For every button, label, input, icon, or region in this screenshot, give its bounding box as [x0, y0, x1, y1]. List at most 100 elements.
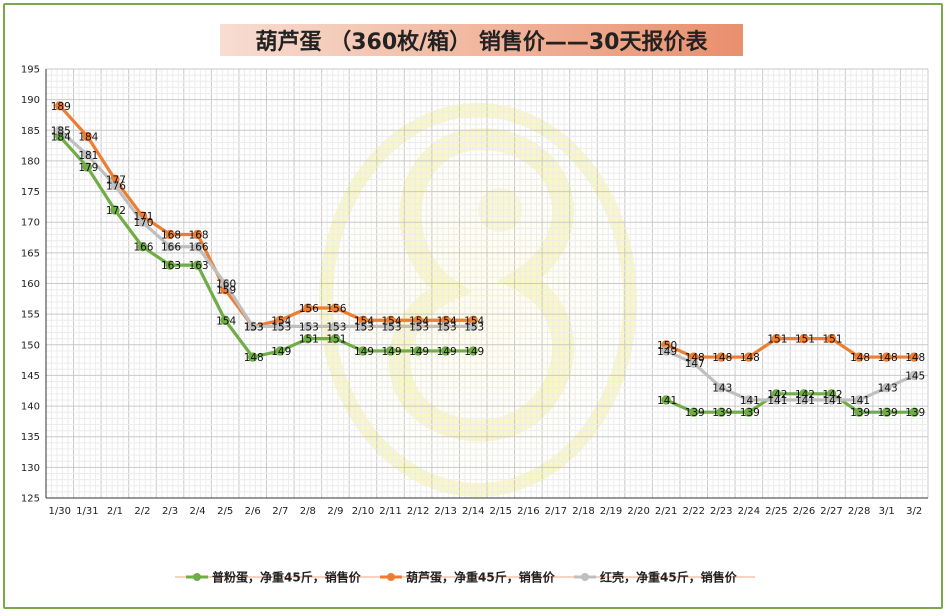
data-label: 184 — [51, 131, 71, 143]
data-point — [440, 346, 451, 356]
data-label: 166 — [161, 242, 181, 254]
y-tick-label: 145 — [21, 371, 40, 382]
legend-entry: 葫芦蛋，净重45斤，销售价 — [406, 570, 556, 585]
x-tick-label: 2/22 — [682, 506, 704, 517]
data-label: 159 — [216, 285, 236, 297]
data-label: 168 — [161, 229, 181, 241]
y-tick-label: 160 — [21, 279, 40, 290]
x-tick-label: 2/4 — [190, 506, 206, 517]
data-point — [55, 101, 65, 111]
data-point — [468, 321, 478, 332]
data-label: 154 — [464, 315, 484, 327]
data-label: 153 — [464, 321, 484, 333]
data-point — [385, 321, 396, 332]
data-point — [358, 346, 368, 356]
data-point — [909, 370, 919, 381]
data-point — [771, 333, 782, 344]
x-tick-label: 2/14 — [462, 506, 484, 517]
x-tick-label: 2/26 — [793, 506, 815, 517]
data-point — [881, 407, 892, 417]
data-label: 154 — [216, 315, 236, 327]
data-label: 149 — [657, 346, 677, 358]
data-label: 149 — [464, 346, 484, 358]
data-point — [716, 352, 726, 362]
legend: 普粉蛋，净重45斤，销售价 葫芦蛋，净重45斤，销售价 红壳，净重45斤，销售价 — [175, 570, 755, 585]
data-point — [854, 395, 864, 405]
series-layer — [55, 101, 919, 417]
data-label: 184 — [78, 131, 98, 143]
data-point — [192, 229, 203, 240]
data-label: 149 — [409, 346, 429, 358]
y-tick-label: 150 — [21, 340, 40, 351]
y-tick-label: 155 — [21, 310, 40, 321]
data-label: 166 — [189, 242, 209, 254]
data-label: 148 — [740, 352, 760, 364]
legend-entry: 普粉蛋，净重45斤，销售价 — [212, 570, 362, 585]
axes: 1251301351401451501551601651701751801851… — [21, 65, 928, 517]
data-label: 142 — [767, 389, 787, 401]
data-point — [303, 321, 313, 332]
data-label: 151 — [299, 334, 319, 346]
data-point — [248, 321, 258, 332]
data-label: 149 — [437, 346, 457, 358]
data-label: 149 — [271, 346, 291, 358]
data-point — [248, 352, 258, 362]
data-label: 151 — [326, 334, 346, 346]
x-tick-label: 2/9 — [327, 506, 343, 517]
data-point — [689, 358, 699, 368]
y-tick-label: 135 — [21, 432, 40, 443]
x-tick-label: 2/11 — [379, 506, 401, 517]
data-point — [716, 407, 726, 417]
data-label: 154 — [437, 315, 457, 327]
y-tick-label: 165 — [21, 248, 40, 259]
series-line — [664, 392, 916, 414]
data-point — [826, 395, 837, 405]
data-label: 141 — [767, 395, 787, 407]
x-tick-label: 2/25 — [765, 506, 787, 517]
series-line — [58, 104, 475, 328]
data-point — [275, 346, 285, 356]
data-point — [55, 125, 65, 135]
y-tick-label: 175 — [21, 187, 40, 198]
x-tick-label: 2/1 — [107, 506, 123, 517]
x-tick-label: 2/5 — [217, 506, 233, 517]
y-tick-label: 125 — [21, 494, 40, 505]
series-line — [58, 134, 475, 359]
data-point — [468, 346, 478, 356]
data-label: 148 — [878, 352, 898, 364]
data-point — [413, 321, 423, 332]
data-label: 153 — [382, 321, 402, 333]
data-point — [799, 333, 809, 344]
data-point — [854, 407, 864, 417]
data-point — [909, 352, 919, 362]
data-label: 142 — [795, 389, 815, 401]
data-point — [330, 333, 341, 344]
data-point — [303, 303, 313, 313]
legend-swatch-marker — [581, 573, 589, 581]
data-point — [440, 321, 451, 332]
data-label: 153 — [437, 321, 457, 333]
data-label: 156 — [326, 303, 346, 315]
x-tick-label: 2/7 — [272, 506, 288, 517]
data-label: 139 — [685, 407, 705, 419]
x-tick-label: 2/6 — [245, 506, 261, 517]
data-label: 153 — [354, 321, 374, 333]
y-tick-label: 190 — [21, 95, 40, 106]
data-label: 151 — [823, 334, 843, 346]
data-label: 153 — [244, 321, 264, 333]
x-tick-label: 2/8 — [300, 506, 316, 517]
grid — [45, 68, 929, 499]
data-point — [744, 407, 754, 417]
data-point — [220, 315, 230, 325]
data-point — [689, 407, 699, 417]
x-tick-label: 2/10 — [352, 506, 374, 517]
x-tick-label: 3/2 — [906, 506, 922, 517]
data-label: 150 — [657, 340, 677, 352]
legend-swatch-marker — [193, 573, 201, 581]
data-label: 181 — [78, 150, 98, 162]
legend-swatch-marker — [387, 573, 395, 581]
data-label: 168 — [189, 229, 209, 241]
x-tick-label: 2/24 — [738, 506, 760, 517]
